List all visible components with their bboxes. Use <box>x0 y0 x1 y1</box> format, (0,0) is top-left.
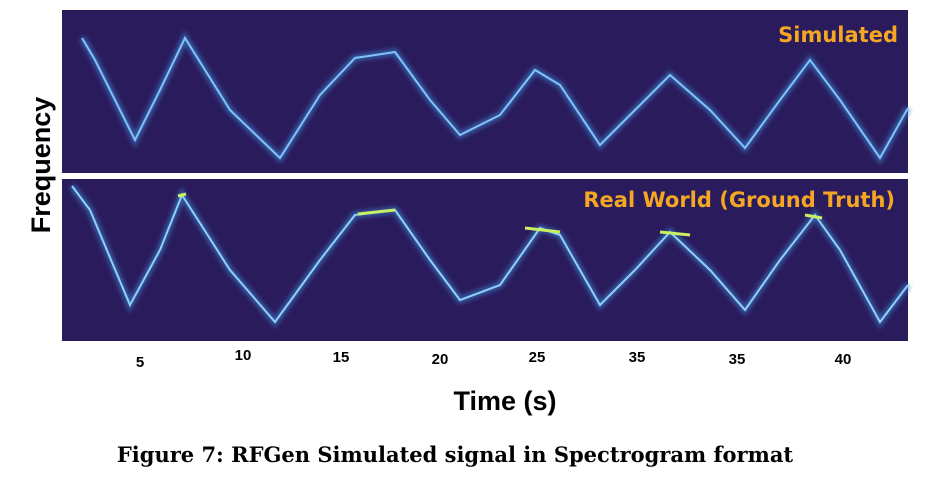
caption: Figure 7: RFGen Simulated signal in Spec… <box>117 442 794 467</box>
spectrogram-panel <box>62 10 908 173</box>
x-tick-label: 40 <box>835 351 852 368</box>
x-tick-label: 35 <box>629 349 646 366</box>
trace <box>81 35 909 160</box>
x-tick-label: 35 <box>729 351 746 368</box>
x-tick-label: 10 <box>235 347 252 364</box>
x-tick-label: 20 <box>432 351 449 368</box>
y-axis-label: Frequency <box>26 97 56 234</box>
signal-traces <box>69 30 912 329</box>
x-tick-label: 25 <box>529 349 546 366</box>
spectrogram-panel <box>62 179 908 341</box>
x-axis-label: Time (s) <box>453 386 556 416</box>
x-tick-label: 15 <box>333 349 350 366</box>
trace-highlight <box>177 192 823 237</box>
panel-label: Real World (Ground Truth) <box>583 188 895 212</box>
panel-label: Simulated <box>778 23 898 47</box>
x-tick-label: 5 <box>136 354 144 371</box>
